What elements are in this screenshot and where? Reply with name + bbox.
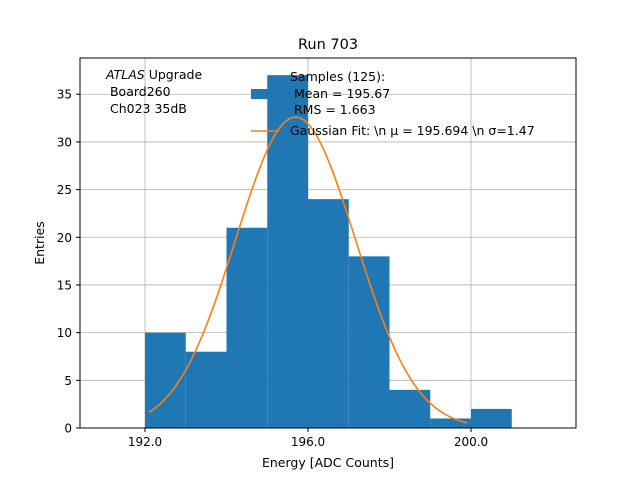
- annotation-line-1: ATLAS Upgrade: [105, 67, 202, 82]
- annotation-italic-word: ATLAS: [105, 67, 145, 82]
- x-tick-label: 192.0: [128, 435, 162, 449]
- x-tick-label: 196.0: [291, 435, 325, 449]
- x-axis-label: Energy [ADC Counts]: [262, 455, 394, 470]
- y-axis-ticks: 0 5 10 15 20 25 30 35: [57, 88, 80, 436]
- y-tick-label: 10: [57, 326, 72, 340]
- y-tick-label: 15: [57, 278, 72, 292]
- x-axis-ticks: 192.0 196.0 200.0: [128, 428, 488, 449]
- legend-samples-patch: [251, 89, 279, 99]
- y-tick-label: 30: [57, 135, 72, 149]
- histogram-bars: [145, 75, 512, 428]
- y-tick-label: 20: [57, 231, 72, 245]
- annotation-line-3: Ch023 35dB: [106, 101, 187, 116]
- histogram-bar: [308, 199, 349, 428]
- histogram-bar: [348, 256, 390, 428]
- legend-samples-line-1: Samples (125):: [290, 69, 385, 84]
- y-tick-label: 5: [64, 374, 72, 388]
- x-tick-label: 200.0: [454, 435, 488, 449]
- y-tick-label: 25: [57, 183, 72, 197]
- axes-frame: [79, 57, 577, 429]
- legend-samples-line-2: Mean = 195.67: [290, 86, 390, 101]
- gaussian-fit-layer: [148, 116, 468, 424]
- y-tick-label: 35: [57, 88, 72, 102]
- legend-fit-label: Gaussian Fit: \n μ = 195.694 \n σ=1.47: [290, 123, 535, 138]
- chart-title: Run 703: [298, 37, 358, 53]
- histogram-bar: [389, 389, 431, 428]
- gaussian-fit-curve: [148, 116, 468, 424]
- legend-samples-line-3: RMS = 1.663: [290, 102, 376, 117]
- histogram-bar: [471, 408, 512, 428]
- histogram-bar: [267, 75, 308, 428]
- histogram-bar: [430, 418, 471, 428]
- y-axis-label: Entries: [32, 221, 47, 265]
- annotation-line-2: Board260: [106, 84, 171, 99]
- y-tick-label: 0: [64, 422, 72, 436]
- legend: Samples (125): Mean = 195.67 RMS = 1.663…: [251, 69, 535, 138]
- annotation-line-1-rest: Upgrade: [145, 67, 203, 82]
- histogram-bar: [226, 227, 268, 428]
- histogram-bar: [185, 351, 227, 428]
